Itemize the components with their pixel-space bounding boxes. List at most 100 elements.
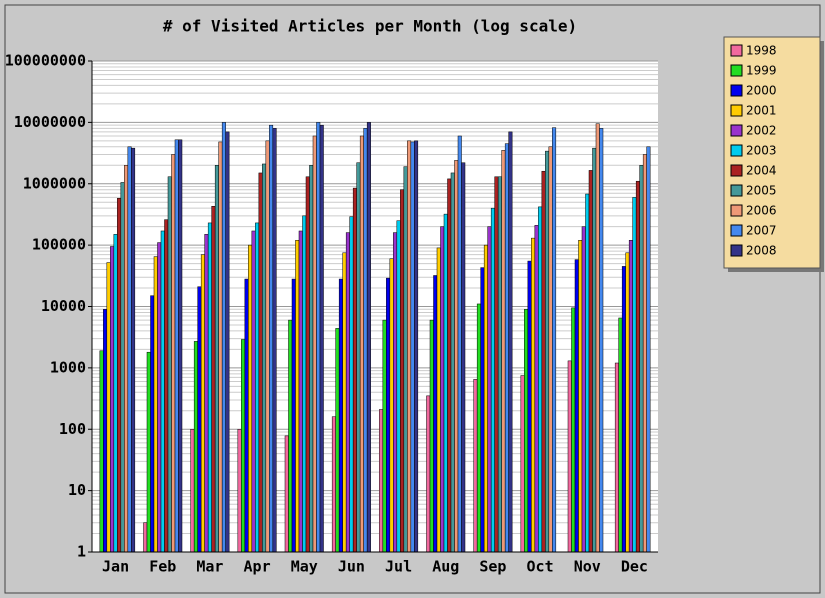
legend-label: 2008 <box>746 244 777 258</box>
x-tick-label: Oct <box>527 558 554 576</box>
bar <box>407 140 412 553</box>
bars <box>99 122 651 553</box>
bar <box>269 124 274 553</box>
bar <box>331 416 336 553</box>
bar <box>298 230 303 553</box>
legend-label: 2007 <box>746 224 777 238</box>
legend-items: 1998 1999 2000 2001 2002 2003 2004 2005 2006 2007… <box>730 44 777 258</box>
bar <box>642 154 647 553</box>
bar <box>574 259 579 553</box>
bar <box>124 165 129 553</box>
x-tick-label: Apr <box>244 558 271 576</box>
bar <box>153 256 158 553</box>
bar <box>110 246 115 553</box>
bar <box>244 278 249 553</box>
x-tick-label: Mar <box>196 558 223 576</box>
bar <box>635 180 640 553</box>
legend-swatch <box>730 224 743 237</box>
bar <box>258 172 263 553</box>
bar <box>501 150 506 553</box>
bar <box>237 429 242 553</box>
bar <box>197 286 202 553</box>
bar <box>120 182 125 553</box>
bar <box>366 122 371 553</box>
bar <box>103 309 108 553</box>
bar <box>241 339 246 553</box>
bar <box>262 163 267 553</box>
legend-swatch <box>730 124 743 137</box>
legend-swatch <box>730 44 743 57</box>
bar <box>204 234 209 553</box>
bar <box>599 128 604 553</box>
x-tick-label: Sep <box>479 558 506 576</box>
bar <box>225 131 230 553</box>
bar <box>429 319 434 553</box>
bar <box>426 395 431 553</box>
bar <box>625 252 630 553</box>
bar <box>400 189 405 553</box>
legend-label: 2005 <box>746 184 777 198</box>
bar <box>487 226 492 553</box>
bar <box>541 170 546 553</box>
bar <box>494 176 499 553</box>
y-tick-label: 1000000 <box>23 174 86 192</box>
bar <box>480 267 485 553</box>
bar <box>255 222 260 553</box>
bar <box>99 350 104 553</box>
bar <box>131 147 136 553</box>
legend-label: 1999 <box>746 64 777 78</box>
bar <box>552 127 557 553</box>
bar <box>288 319 293 553</box>
legend-label: 2000 <box>746 84 777 98</box>
bar <box>211 205 216 553</box>
bar <box>379 409 384 553</box>
bar <box>527 260 532 553</box>
y-tick-label: 100 <box>59 420 86 438</box>
bar <box>312 135 317 553</box>
bar <box>595 123 600 553</box>
bar <box>545 150 550 553</box>
bar <box>160 230 165 553</box>
bar <box>164 219 169 553</box>
bar <box>504 143 509 553</box>
bar <box>618 317 623 553</box>
bar <box>447 178 452 553</box>
y-tick-label: 10000 <box>41 297 86 315</box>
chart-title: # of Visited Articles per Month (log sca… <box>163 17 577 36</box>
bar <box>207 222 212 553</box>
bar <box>218 141 223 553</box>
bar <box>508 131 513 553</box>
bar <box>531 237 536 553</box>
bar <box>265 140 270 553</box>
y-tick-label: 1 <box>77 543 86 561</box>
bar <box>490 207 495 553</box>
bar <box>585 193 590 553</box>
legend-label: 2004 <box>746 164 777 178</box>
bar <box>352 187 357 553</box>
bar <box>143 522 148 553</box>
bar <box>646 146 651 553</box>
bar <box>476 303 481 553</box>
bar <box>386 277 391 553</box>
legend-label: 2006 <box>746 204 777 218</box>
x-tick-label: Feb <box>149 558 176 576</box>
bar <box>621 266 626 553</box>
bar <box>454 160 459 553</box>
bar <box>157 242 162 553</box>
bar <box>200 254 205 553</box>
bar <box>483 244 488 553</box>
bar <box>632 197 637 553</box>
bar <box>171 154 176 553</box>
bar <box>309 165 314 553</box>
bar <box>356 162 361 553</box>
bar <box>167 176 172 553</box>
y-tick-label: 10000000 <box>14 113 86 131</box>
bar <box>548 146 553 553</box>
bar <box>272 128 277 553</box>
bar <box>457 135 462 553</box>
x-tick-label: Aug <box>432 558 459 576</box>
legend-swatch <box>730 244 743 257</box>
bar <box>538 206 543 553</box>
bar <box>295 240 300 553</box>
